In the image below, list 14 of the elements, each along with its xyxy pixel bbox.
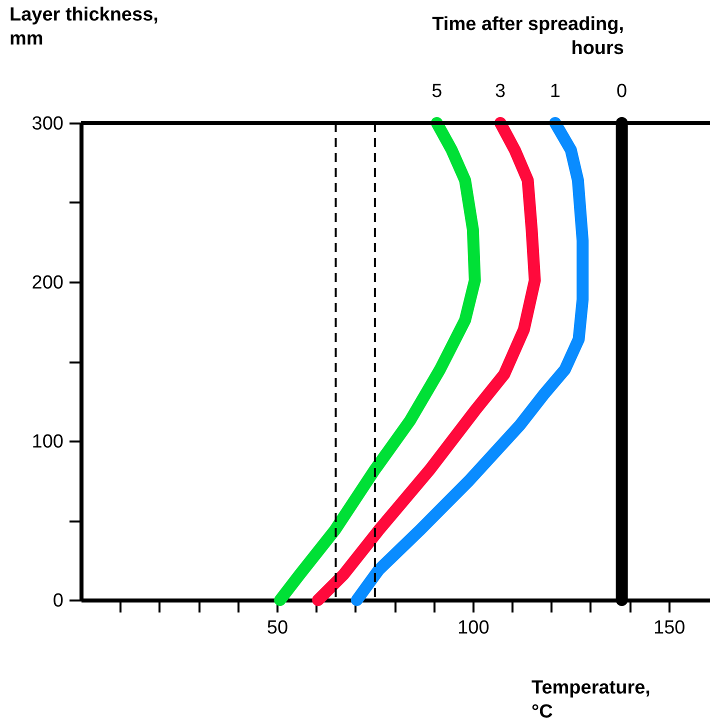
series-label: 0	[616, 81, 628, 102]
series-label: 1	[550, 81, 560, 102]
x-tick-label: 100	[458, 618, 490, 638]
series-label: 3	[495, 81, 506, 102]
y-axis-title: Layer thickness, mm	[10, 4, 158, 50]
series-label: 5	[432, 81, 442, 102]
y-tick-label: 0	[52, 590, 64, 612]
x-tick-label: 50	[266, 618, 288, 638]
y-tick-label: 200	[32, 272, 64, 294]
legend-title: Time after spreading, hours	[432, 14, 624, 59]
y-tick-label: 300	[32, 114, 64, 134]
y-tick-label: 100	[32, 432, 64, 452]
x-tick-label: 150	[654, 618, 686, 638]
x-axis-title: Temperature, °C	[532, 678, 650, 721]
